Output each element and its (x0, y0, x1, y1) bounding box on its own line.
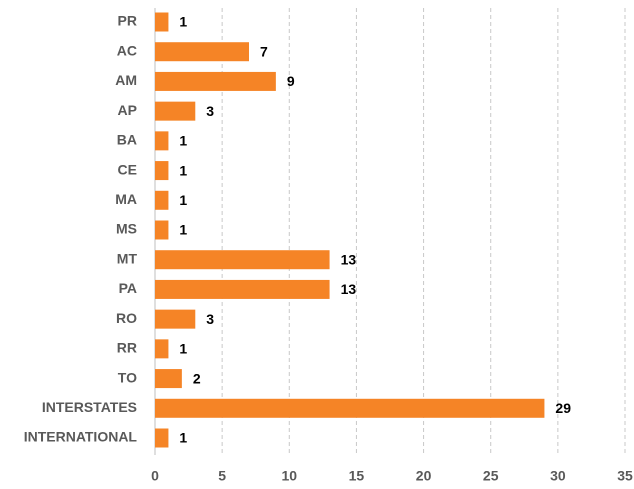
bar (155, 42, 249, 62)
y-tick-label: CE (118, 161, 137, 177)
x-tick-label: 0 (151, 468, 159, 484)
data-label: 9 (287, 73, 295, 89)
y-tick-label: AM (115, 72, 137, 88)
bar (155, 12, 169, 32)
y-tick-label: MA (115, 191, 137, 207)
data-label: 1 (179, 341, 187, 357)
bar (155, 279, 330, 299)
data-label: 13 (341, 251, 357, 267)
bar (155, 428, 169, 448)
data-label: 1 (179, 430, 187, 446)
y-tick-label: INTERNATIONAL (24, 429, 138, 445)
bar (155, 131, 169, 151)
bar (155, 161, 169, 181)
bar (155, 101, 196, 121)
bar (155, 190, 169, 210)
bar (155, 369, 182, 389)
bar (155, 309, 196, 329)
data-label: 1 (179, 222, 187, 238)
data-label: 3 (206, 311, 214, 327)
data-label: 1 (179, 162, 187, 178)
y-tick-label: TO (118, 369, 137, 385)
data-label: 29 (555, 400, 571, 416)
x-tick-label: 5 (218, 468, 226, 484)
bar (155, 220, 169, 240)
data-label: 1 (179, 14, 187, 30)
y-tick-label: MT (117, 250, 138, 266)
y-tick-label: RO (116, 310, 137, 326)
x-tick-label: 15 (349, 468, 365, 484)
data-label: 13 (341, 281, 357, 297)
bar (155, 398, 545, 418)
y-tick-label: AC (117, 42, 137, 58)
x-tick-label: 25 (483, 468, 499, 484)
y-tick-label: MS (116, 221, 137, 237)
x-tick-label: 30 (550, 468, 566, 484)
y-tick-label: PR (118, 13, 137, 29)
y-tick-label: INTERSTATES (42, 399, 137, 415)
data-label: 3 (206, 103, 214, 119)
bar (155, 339, 169, 359)
bar (155, 250, 330, 270)
y-tick-label: RR (117, 340, 137, 356)
y-tick-label: AP (118, 102, 137, 118)
data-label: 7 (260, 43, 268, 59)
bar (155, 71, 276, 91)
y-tick-label: PA (119, 280, 137, 296)
data-label: 2 (193, 370, 201, 386)
data-label: 1 (179, 133, 187, 149)
x-tick-label: 10 (281, 468, 297, 484)
x-tick-label: 35 (617, 468, 633, 484)
x-tick-label: 20 (416, 468, 432, 484)
y-tick-label: BA (117, 132, 137, 148)
data-label: 1 (179, 192, 187, 208)
